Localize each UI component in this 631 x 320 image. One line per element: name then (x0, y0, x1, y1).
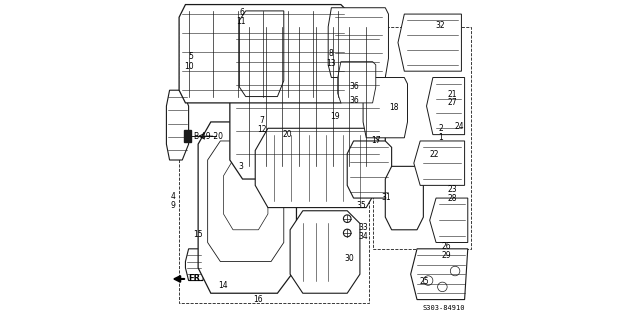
Text: 6: 6 (240, 8, 244, 17)
Polygon shape (347, 141, 392, 198)
Text: 31: 31 (381, 193, 391, 202)
Text: 27: 27 (448, 98, 457, 107)
Text: 8: 8 (329, 49, 334, 58)
Text: 23: 23 (448, 185, 457, 194)
Text: 30: 30 (345, 254, 355, 263)
Text: 10: 10 (184, 62, 194, 71)
Polygon shape (430, 198, 468, 243)
Polygon shape (186, 249, 206, 281)
Text: 7: 7 (259, 116, 264, 125)
Text: 36: 36 (350, 96, 359, 105)
Text: 4: 4 (171, 192, 176, 201)
Polygon shape (255, 128, 379, 208)
Polygon shape (290, 211, 360, 293)
Polygon shape (198, 122, 297, 293)
Polygon shape (328, 8, 389, 77)
Text: 26: 26 (441, 242, 451, 251)
Polygon shape (230, 14, 386, 179)
Polygon shape (338, 62, 376, 103)
Text: 2: 2 (439, 124, 443, 133)
Text: S303-84910: S303-84910 (422, 305, 464, 311)
Text: 16: 16 (254, 295, 263, 304)
Text: 33: 33 (358, 223, 368, 232)
Text: 24: 24 (454, 122, 464, 131)
Text: 15: 15 (193, 230, 203, 239)
Text: 35: 35 (357, 201, 367, 210)
Polygon shape (167, 90, 189, 160)
Text: 11: 11 (236, 17, 245, 26)
Text: 28: 28 (448, 194, 457, 203)
Text: 36: 36 (350, 82, 359, 91)
Text: 22: 22 (430, 150, 439, 159)
Text: 32: 32 (435, 21, 445, 30)
Text: 17: 17 (372, 136, 381, 146)
Text: 21: 21 (448, 90, 457, 99)
Text: 12: 12 (257, 125, 266, 134)
Text: 3: 3 (239, 162, 244, 171)
Text: 14: 14 (219, 281, 228, 290)
Text: 13: 13 (327, 59, 336, 68)
Polygon shape (363, 77, 408, 138)
Text: 34: 34 (358, 232, 368, 241)
Polygon shape (427, 77, 464, 135)
Text: 25: 25 (419, 277, 429, 286)
Text: B-49-20: B-49-20 (193, 132, 223, 141)
Text: 1: 1 (439, 133, 443, 142)
Polygon shape (411, 249, 468, 300)
Text: 18: 18 (389, 103, 399, 112)
Bar (184, 131, 191, 142)
Text: 19: 19 (331, 112, 340, 121)
Polygon shape (386, 166, 423, 230)
Text: 20: 20 (282, 130, 292, 139)
Polygon shape (398, 14, 461, 71)
Polygon shape (179, 4, 347, 103)
Text: 9: 9 (171, 202, 176, 211)
Text: FR.: FR. (189, 275, 204, 284)
Text: 5: 5 (189, 52, 194, 61)
Text: 29: 29 (441, 251, 451, 260)
Polygon shape (414, 141, 464, 185)
